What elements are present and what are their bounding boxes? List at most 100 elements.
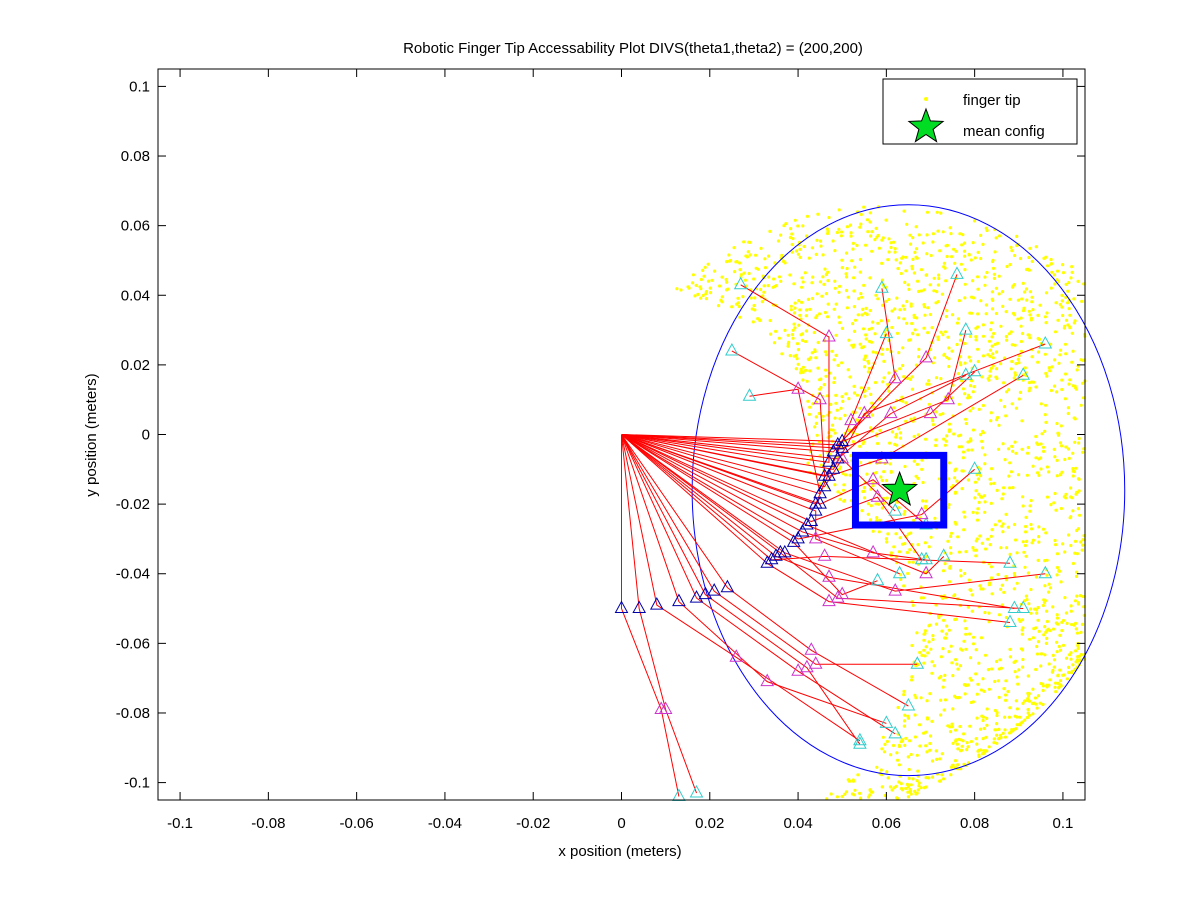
y-tick-label: 0.06 — [121, 218, 150, 235]
joint2-marker — [808, 530, 823, 544]
finger-link-7 — [621, 434, 909, 707]
x-axis-label: x position (meters) — [558, 843, 681, 860]
finger-link-10 — [621, 434, 1024, 610]
joint2-marker — [813, 391, 827, 405]
tip-marker — [733, 276, 748, 290]
finger-link-20 — [621, 343, 1046, 470]
tip-marker — [888, 503, 903, 516]
joint2-marker — [866, 544, 880, 558]
joint1-marker — [808, 496, 823, 509]
joint2-marker — [830, 590, 845, 603]
tip-marker — [689, 784, 704, 798]
finger-link-5 — [621, 434, 861, 745]
joint2-marker — [804, 642, 819, 655]
tip-marker — [888, 725, 903, 739]
joint2-marker — [822, 593, 836, 607]
joint1-marker — [817, 478, 832, 492]
highlight-box — [851, 451, 948, 529]
joint1-marker — [822, 454, 836, 467]
tip-marker — [958, 322, 973, 335]
joint2-marker — [822, 328, 836, 342]
joint1-marker — [764, 551, 779, 565]
finger-link-24 — [621, 274, 958, 446]
tip-marker — [892, 565, 907, 579]
x-tick-label: 0 — [617, 815, 625, 832]
joint1-marker — [707, 583, 722, 596]
joint2-marker — [857, 405, 872, 419]
y-axis-label: y position (meters) — [83, 373, 100, 496]
joint2-marker — [800, 659, 814, 673]
joint2-marker — [923, 405, 938, 419]
joint1-marker — [826, 443, 841, 457]
joint1-marker — [786, 534, 801, 547]
x-tick-label: 0.1 — [1052, 815, 1073, 832]
joint-markers — [614, 266, 1053, 801]
tip-marker — [958, 367, 973, 380]
tip-marker — [1003, 614, 1017, 627]
y-tick-label: -0.08 — [116, 705, 150, 722]
tip-marker — [901, 697, 916, 711]
finger-link-14 — [621, 434, 945, 575]
x-tick-label: 0.08 — [960, 815, 989, 832]
tip-marker — [1038, 335, 1053, 349]
y-tick-label: 0.1 — [129, 78, 150, 95]
joint1-marker — [614, 600, 629, 613]
tip-marker — [910, 656, 925, 669]
joint2-marker — [835, 586, 850, 600]
joint1-marker — [672, 593, 686, 607]
tip-marker — [1003, 555, 1017, 568]
joint1-marker — [808, 503, 823, 516]
joint2-marker — [791, 381, 805, 394]
joint2-marker — [888, 583, 903, 596]
joint2-marker — [919, 349, 933, 363]
finger-link-22 — [621, 371, 975, 449]
x-tick-label: -0.08 — [251, 815, 285, 832]
finger-link-31 — [621, 434, 878, 596]
y-tick-label: -0.06 — [116, 635, 150, 652]
tip-marker — [742, 388, 757, 401]
tip-marker — [853, 732, 867, 746]
joint2-marker — [822, 569, 836, 582]
joint2-marker — [941, 391, 956, 405]
joint2-marker — [914, 506, 929, 520]
y-tick-label: -0.04 — [116, 566, 150, 583]
joint1-marker — [804, 513, 819, 526]
legend: finger tip mean config — [882, 78, 1078, 145]
finger-link-2 — [621, 434, 861, 742]
x-tick-label: -0.04 — [428, 815, 462, 832]
joint1-marker — [813, 485, 827, 499]
finger-link-17 — [621, 434, 927, 526]
joint2-marker — [844, 412, 858, 426]
y-tick-label: -0.02 — [116, 496, 150, 513]
finger-link-28 — [621, 388, 821, 495]
tip-marker — [967, 363, 982, 377]
highlight-box-layer — [851, 451, 948, 529]
tip-marker — [870, 572, 885, 586]
finger-link-11 — [621, 434, 1046, 592]
y-tick-label: 0 — [142, 427, 150, 444]
mean-config-layer — [881, 470, 919, 506]
joint2-marker — [791, 663, 805, 676]
joint1-marker — [830, 450, 845, 464]
joint1-marker — [698, 586, 713, 600]
tip-marker — [725, 342, 739, 356]
axes: -0.1 -0.08 -0.06 -0.04 -0.02 0 0.02 0.04 0.06 0.0… — [116, 68, 1086, 832]
joint1-marker — [649, 597, 664, 610]
joint1-marker — [826, 461, 841, 474]
finger-link-6 — [621, 434, 918, 665]
finger-link-12 — [621, 434, 1010, 564]
joint2-marker — [883, 405, 898, 419]
joint2-marker — [808, 656, 823, 669]
x-tick-label: 0.06 — [872, 815, 901, 832]
tip-marker — [879, 715, 894, 728]
tip-marker — [936, 548, 951, 561]
joint1-marker — [830, 436, 845, 450]
legend-mean-config-marker — [907, 107, 945, 143]
mean-config-star — [881, 470, 919, 506]
finger-link-23 — [621, 329, 967, 442]
x-tick-label: 0.04 — [783, 815, 812, 832]
legend-mean-config-label: mean config — [963, 123, 1045, 140]
joint1-marker — [800, 516, 814, 530]
